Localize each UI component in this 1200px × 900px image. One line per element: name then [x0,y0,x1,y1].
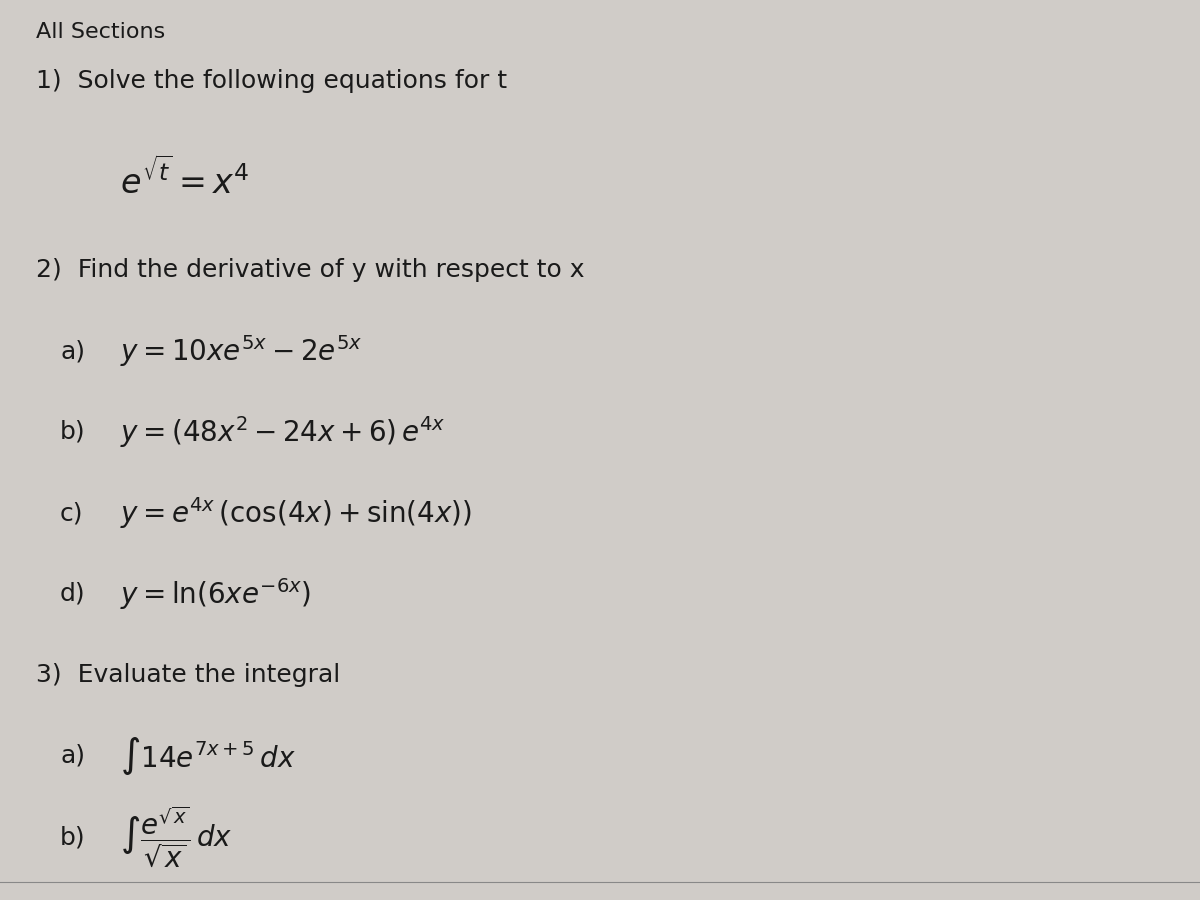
Text: a): a) [60,339,85,363]
Text: b): b) [60,420,85,444]
Text: 2)  Find the derivative of y with respect to x: 2) Find the derivative of y with respect… [36,258,584,282]
Text: d): d) [60,582,85,606]
Text: 3)  Evaluate the integral: 3) Evaluate the integral [36,663,341,687]
Text: $\int 14e^{7x+5}\, dx$: $\int 14e^{7x+5}\, dx$ [120,735,295,777]
Text: b): b) [60,825,85,849]
Text: 1)  Solve the following equations for t: 1) Solve the following equations for t [36,69,508,93]
Text: All Sections: All Sections [36,22,166,42]
Text: c): c) [60,501,84,525]
Text: $\int \dfrac{e^{\sqrt{x}}}{\sqrt{x}}\, dx$: $\int \dfrac{e^{\sqrt{x}}}{\sqrt{x}}\, d… [120,805,233,869]
Text: $e^{\sqrt{t}} = x^4$: $e^{\sqrt{t}} = x^4$ [120,158,250,202]
Text: $y = e^{4x}\,(\cos(4x) + \sin(4x))$: $y = e^{4x}\,(\cos(4x) + \sin(4x))$ [120,495,472,531]
Text: a): a) [60,744,85,768]
Text: $y = 10xe^{5x} - 2e^{5x}$: $y = 10xe^{5x} - 2e^{5x}$ [120,333,362,369]
Text: $y = (48x^2 - 24x + 6)\, e^{4x}$: $y = (48x^2 - 24x + 6)\, e^{4x}$ [120,414,445,450]
Text: $y = \ln(6xe^{-6x})$: $y = \ln(6xe^{-6x})$ [120,576,311,612]
